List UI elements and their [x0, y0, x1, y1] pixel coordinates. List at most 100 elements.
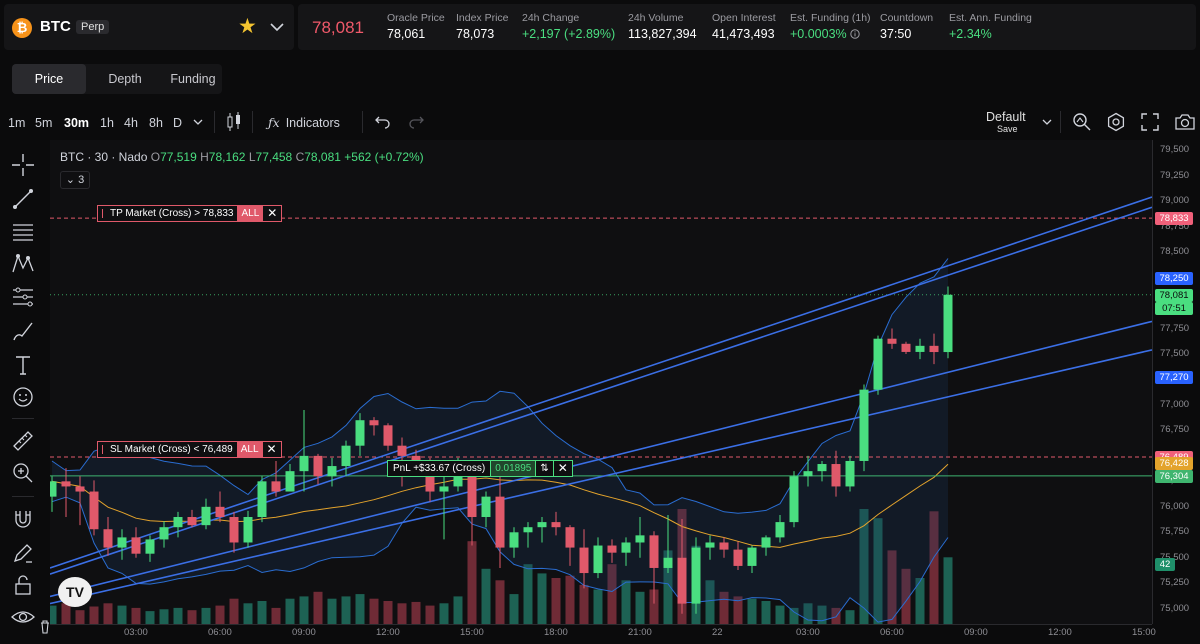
stat-ann-funding: Est. Ann. Funding +2.34% — [949, 12, 1032, 41]
tradingview-logo[interactable]: TV — [58, 577, 92, 607]
trend-line-icon[interactable] — [10, 186, 36, 212]
candle — [691, 547, 701, 604]
ruler-icon[interactable] — [10, 428, 36, 454]
candle — [271, 481, 281, 492]
settings-icon[interactable] — [1106, 112, 1126, 132]
legend-close: 78,081 — [304, 150, 341, 164]
volume-bar — [425, 605, 435, 624]
stat-label: Open Interest — [712, 12, 776, 24]
tab-depth[interactable]: Depth — [108, 72, 142, 86]
tp-cancel-all-button[interactable]: ALL — [237, 206, 264, 221]
info-icon[interactable] — [850, 29, 860, 39]
toolbar-divider — [362, 111, 363, 133]
trash-icon[interactable] — [40, 620, 50, 634]
camera-icon[interactable] — [1174, 112, 1196, 132]
candlestick-chart-type-icon[interactable] — [226, 112, 242, 132]
chevron-down-icon[interactable] — [1042, 118, 1052, 126]
candle — [201, 506, 211, 526]
price-axis-label: 78,081 — [1155, 288, 1193, 302]
chart-view-tabs: Price Depth Funding — [12, 64, 222, 94]
emoji-icon[interactable] — [10, 384, 36, 410]
interval-1d[interactable]: D — [173, 116, 183, 130]
indicator-collapse-button[interactable]: ⌄ 3 — [60, 171, 90, 189]
indicators-button[interactable]: ƒx Indicators — [268, 114, 340, 132]
time-tick-label: 03:00 — [124, 627, 148, 638]
favorite-star-icon[interactable]: ★ — [238, 15, 257, 38]
interval-5m[interactable]: 5m — [35, 116, 53, 130]
tab-price[interactable]: Price — [12, 64, 86, 94]
volume-axis-label: 42 — [1155, 558, 1175, 571]
candle — [299, 455, 309, 472]
chart-canvas[interactable] — [50, 140, 1152, 624]
interval-8h[interactable]: 8h — [149, 116, 163, 130]
redo-icon[interactable] — [409, 115, 425, 129]
legend-symbol[interactable]: BTC · 30 · Nado — [60, 150, 148, 164]
volume-bar — [369, 598, 379, 624]
volume-bar — [761, 601, 771, 624]
order-side-marker — [102, 209, 103, 218]
candle — [397, 445, 407, 456]
candle — [495, 496, 505, 548]
order-side-marker — [102, 445, 103, 454]
chart-legend: BTC · 30 · Nado O77,519 H78,162 L77,458 … — [60, 150, 424, 164]
price-axis-label: 78,250 — [1155, 271, 1193, 285]
market-selector[interactable]: ₿ BTC Perp ★ — [4, 4, 294, 50]
position-tag[interactable]: PnL +$33.67 (Cross) 0.01895 ⇅ ✕ — [387, 460, 573, 477]
crosshair-icon[interactable] — [10, 152, 36, 178]
stat-label: Index Price — [456, 12, 509, 24]
interval-4h[interactable]: 4h — [124, 116, 138, 130]
sl-close-icon[interactable]: ✕ — [266, 442, 277, 456]
stat-countdown: Countdown 37:50 — [880, 12, 933, 41]
price-tick-label: 75,250 — [1160, 577, 1190, 589]
volume-bar — [103, 603, 113, 624]
brush-icon[interactable] — [10, 318, 36, 344]
toolbar-divider — [252, 111, 253, 133]
undo-icon[interactable] — [374, 115, 390, 129]
candle — [663, 557, 673, 568]
layout-save-label[interactable]: Save — [997, 124, 1018, 134]
candle — [649, 535, 659, 568]
sl-cancel-all-button[interactable]: ALL — [236, 442, 263, 457]
price-chart[interactable] — [50, 140, 1152, 624]
volume-bar — [621, 580, 631, 624]
chevron-down-icon[interactable] — [193, 118, 203, 126]
text-tool-icon[interactable] — [10, 352, 36, 378]
price-tick-label: 79,500 — [1160, 144, 1190, 156]
interval-1m[interactable]: 1m — [8, 116, 26, 130]
forecast-tool-icon[interactable] — [10, 284, 36, 310]
drawing-mode-icon[interactable] — [10, 540, 36, 566]
tp-close-icon[interactable]: ✕ — [267, 206, 278, 220]
candle — [411, 455, 421, 461]
interval-1h[interactable]: 1h — [100, 116, 114, 130]
zoom-in-icon[interactable] — [10, 460, 36, 486]
candle — [929, 345, 939, 353]
candle — [607, 545, 617, 553]
stat-oracle-price: Oracle Price 78,061 — [387, 12, 445, 41]
close-position-icon[interactable]: ✕ — [552, 461, 572, 476]
time-tick-label: 09:00 — [964, 627, 988, 638]
magnet-icon[interactable] — [10, 506, 36, 532]
quick-search-icon[interactable] — [1072, 112, 1092, 132]
price-axis-label: 77,270 — [1155, 371, 1193, 385]
interval-30m[interactable]: 30m — [64, 116, 90, 130]
volume-bar — [789, 607, 799, 624]
eye-icon[interactable] — [10, 604, 36, 630]
pattern-tool-icon[interactable] — [10, 250, 36, 276]
stat-value: 78,073 — [456, 27, 495, 41]
volume-bar — [481, 568, 491, 624]
reverse-position-icon[interactable]: ⇅ — [535, 461, 552, 476]
time-axis[interactable] — [50, 624, 1152, 644]
time-tick-label: 06:00 — [880, 627, 904, 638]
volume-bar — [495, 580, 505, 624]
fullscreen-icon[interactable] — [1140, 112, 1160, 132]
stat-value: 78,061 — [387, 27, 426, 41]
tp-order-tag[interactable]: TP Market (Cross) > 78,833 ALL ✕ — [97, 205, 283, 222]
layout-name[interactable]: Default — [986, 110, 1026, 124]
sl-order-tag[interactable]: SL Market (Cross) < 76,489 ALL ✕ — [97, 441, 282, 458]
candle — [677, 557, 687, 604]
horizontal-lines-icon[interactable] — [10, 218, 36, 244]
lock-icon[interactable] — [10, 572, 36, 598]
tab-funding[interactable]: Funding — [170, 72, 216, 86]
chevron-down-icon[interactable] — [270, 22, 284, 32]
price-tick-label: 75,500 — [1160, 551, 1190, 563]
